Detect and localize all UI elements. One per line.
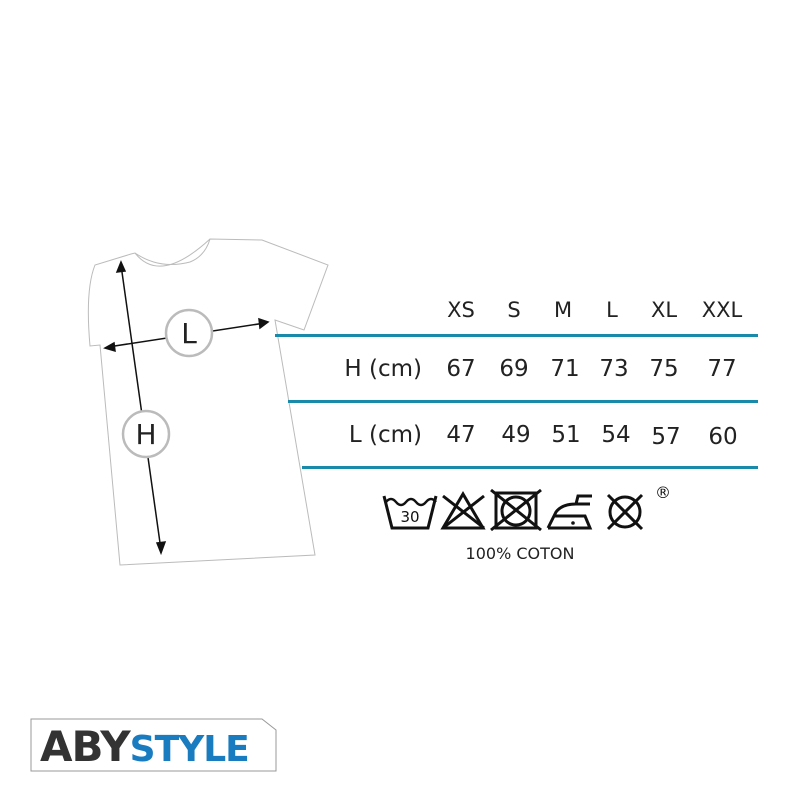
height-value: 77 xyxy=(707,356,737,382)
height-value: 75 xyxy=(649,356,679,382)
brand-logo: ABYSTYLE xyxy=(30,718,277,772)
width-value: 54 xyxy=(601,422,631,448)
table-rule xyxy=(302,466,758,469)
no-dry-clean-icon xyxy=(606,493,644,531)
table-rule xyxy=(288,400,758,403)
registered-mark: ® xyxy=(655,484,671,502)
row-label-height: H (cm) xyxy=(344,356,422,382)
size-header: S xyxy=(507,298,521,322)
height-value: 69 xyxy=(499,356,529,382)
height-arrow xyxy=(120,264,162,551)
height-label: H xyxy=(135,418,156,451)
row-label-width: L (cm) xyxy=(348,422,422,448)
width-value: 57 xyxy=(651,424,681,450)
table-rule xyxy=(275,334,758,337)
height-value: 73 xyxy=(599,356,629,382)
no-tumble-dry-icon xyxy=(490,488,542,532)
wash-30-icon xyxy=(382,495,438,530)
size-header: L xyxy=(606,298,618,322)
height-marker xyxy=(121,409,171,459)
width-value: 51 xyxy=(551,422,581,448)
size-header: XS xyxy=(447,298,475,322)
brand-part2: STYLE xyxy=(129,729,250,770)
no-bleach-icon xyxy=(440,491,486,530)
height-value: 67 xyxy=(446,356,476,382)
width-value: 47 xyxy=(446,422,476,448)
width-marker xyxy=(164,308,214,358)
width-value: 49 xyxy=(501,422,531,448)
width-label: L xyxy=(181,317,197,350)
iron-low-icon xyxy=(546,494,593,530)
wash-temp: 30 xyxy=(400,508,419,526)
size-header: XXL xyxy=(701,298,743,322)
care-symbols: 30 ® xyxy=(382,484,671,532)
material-label: 100% COTON xyxy=(465,544,575,563)
size-header: M xyxy=(553,298,573,322)
width-value: 60 xyxy=(708,424,738,450)
size-header: XL xyxy=(650,298,678,322)
brand-part1: ABY xyxy=(40,722,131,771)
height-value: 71 xyxy=(550,356,580,382)
